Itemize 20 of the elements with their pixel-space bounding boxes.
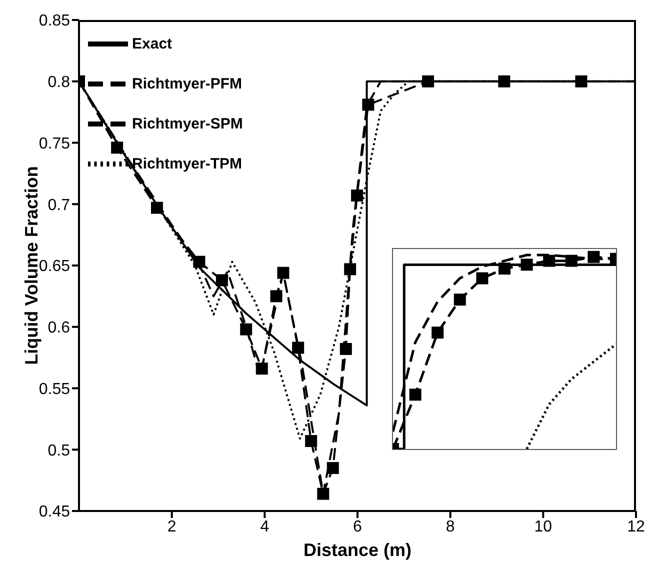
y-tick-label: 0.75 xyxy=(38,135,70,152)
y-tick-label: 0.45 xyxy=(38,504,70,521)
y-tick-label: 0.8 xyxy=(48,74,70,92)
y-tick-label: 0.65 xyxy=(38,258,70,276)
legend-label: Richtmyer-TPM xyxy=(132,156,242,172)
x-tick-label: 6 xyxy=(353,518,362,536)
legend-label: Exact xyxy=(132,36,172,52)
y-tick-label: 0.7 xyxy=(48,196,70,214)
y-tick-label: 0.85 xyxy=(38,12,70,30)
y-tick-label: 0.6 xyxy=(48,320,70,337)
y-tick-label: 0.5 xyxy=(48,442,70,460)
x-tick-label: 12 xyxy=(627,518,645,536)
x-tick-label: 4 xyxy=(260,518,270,536)
legend-label: Richtmyer-SPM xyxy=(132,116,243,132)
x-axis-title: Distance (m) xyxy=(303,540,412,560)
x-tick-label: 8 xyxy=(446,518,455,536)
legend-label: Richtmyer-PFM xyxy=(132,76,242,92)
x-tick-label: 10 xyxy=(534,518,552,536)
y-tick-label: 0.55 xyxy=(38,380,70,398)
x-tick-label: 2 xyxy=(167,518,176,536)
